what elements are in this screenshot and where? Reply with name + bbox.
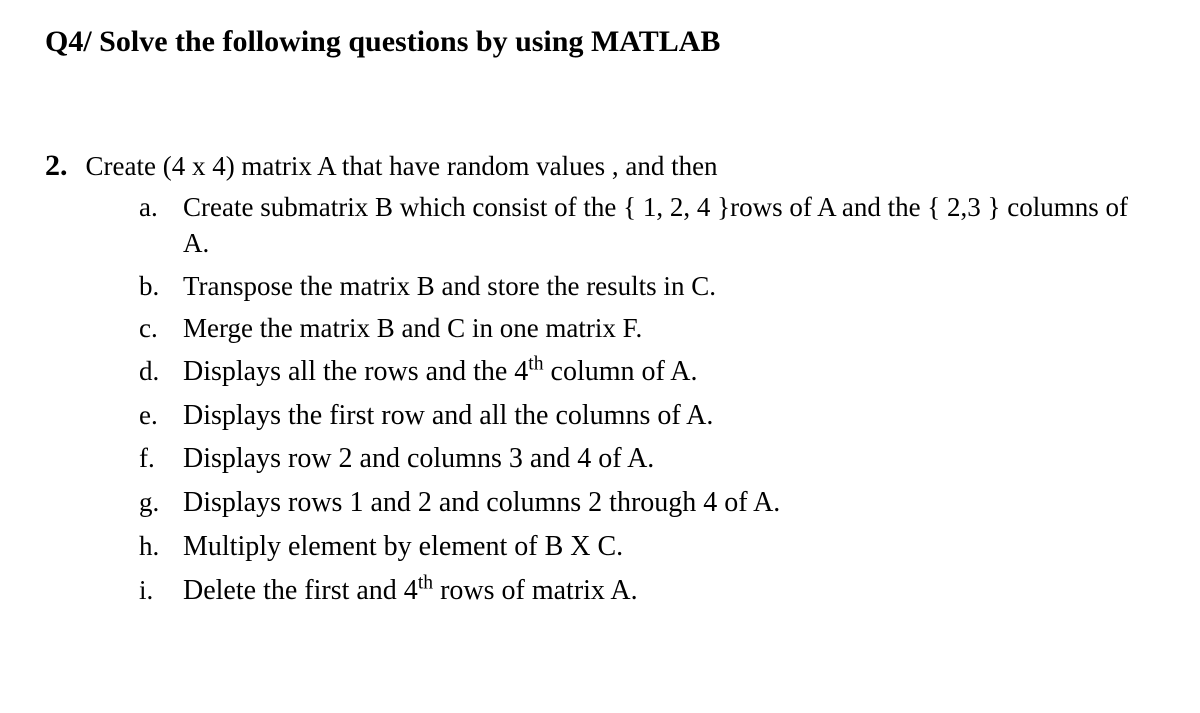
text-part: Displays all the rows and the 4: [183, 356, 528, 387]
sub-text: Displays all the rows and the 4th column…: [183, 353, 698, 391]
question-heading: Q4/ Solve the following questions by usi…: [45, 25, 1155, 59]
question-intro-row: 2. Create (4 x 4) matrix A that have ran…: [45, 149, 1155, 183]
sub-item-i: i. Delete the first and 4th rows of matr…: [139, 572, 1155, 610]
sub-item-f: f. Displays row 2 and columns 3 and 4 of…: [139, 440, 1155, 478]
sub-item-h: h. Multiply element by element of B X C.: [139, 528, 1155, 566]
sub-text: Transpose the matrix B and store the res…: [183, 268, 716, 304]
sub-text: Delete the first and 4th rows of matrix …: [183, 572, 638, 610]
sub-item-b: b. Transpose the matrix B and store the …: [139, 268, 1155, 304]
sub-text: Displays rows 1 and 2 and columns 2 thro…: [183, 484, 780, 522]
sub-text: Displays row 2 and columns 3 and 4 of A.: [183, 440, 654, 478]
sub-label: b.: [139, 271, 183, 302]
sub-text: Merge the matrix B and C in one matrix F…: [183, 310, 642, 346]
sub-label: i.: [139, 575, 183, 606]
question-intro-text: Create (4 x 4) matrix A that have random…: [86, 151, 718, 182]
sub-label: a.: [139, 192, 183, 223]
sub-item-a: a. Create submatrix B which consist of t…: [139, 189, 1155, 262]
sub-text: Create submatrix B which consist of the …: [183, 189, 1155, 262]
sub-text: Multiply element by element of B X C.: [183, 528, 623, 566]
sub-label: g.: [139, 487, 183, 518]
text-part: column of A.: [544, 356, 698, 387]
sub-label: e.: [139, 400, 183, 431]
sub-question-list: a. Create submatrix B which consist of t…: [139, 189, 1155, 610]
sub-label: c.: [139, 313, 183, 344]
sub-label: d.: [139, 356, 183, 387]
sub-item-d: d. Displays all the rows and the 4th col…: [139, 353, 1155, 391]
superscript: th: [418, 572, 433, 593]
sub-item-c: c. Merge the matrix B and C in one matri…: [139, 310, 1155, 346]
sub-label: f.: [139, 443, 183, 474]
question-number: 2.: [45, 149, 68, 183]
text-part: rows of matrix A.: [433, 575, 638, 606]
sub-item-g: g. Displays rows 1 and 2 and columns 2 t…: [139, 484, 1155, 522]
text-part: Delete the first and 4: [183, 575, 418, 606]
sub-text: Displays the first row and all the colum…: [183, 397, 713, 435]
sub-label: h.: [139, 531, 183, 562]
sub-item-e: e. Displays the first row and all the co…: [139, 397, 1155, 435]
superscript: th: [528, 353, 543, 374]
